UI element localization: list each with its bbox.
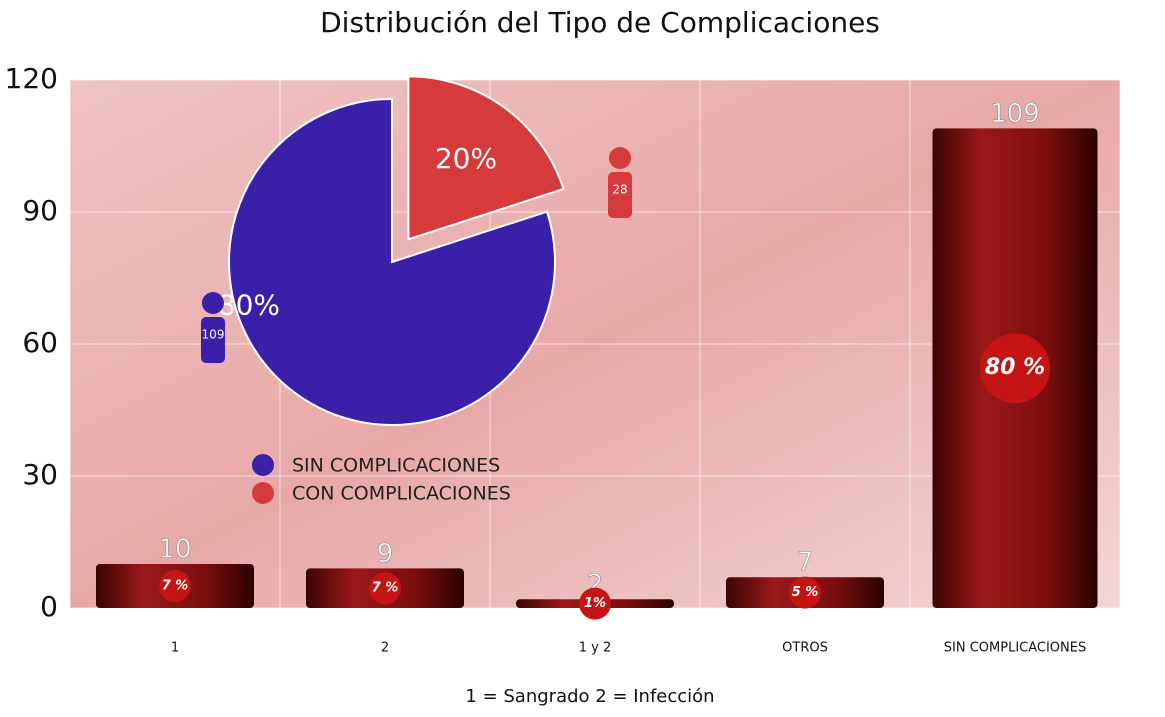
bar-value-label: 10 [158,535,191,565]
chart-title: Distribución del Tipo de Complicaciones [320,6,880,39]
person-count: 109 [202,328,225,342]
bar-value-label: 109 [990,99,1040,129]
legend-marker [252,482,274,504]
y-tick-label: 90 [22,194,58,227]
bar-value-label: 9 [377,539,394,569]
y-tick-label: 120 [5,62,58,95]
x-tick-label: OTROS [782,641,828,656]
legend-label: SIN COMPLICACIONES [292,455,500,477]
pie-value-label: 20% [435,142,497,175]
bar-value-label: 7 [797,548,814,578]
legend-marker [252,454,274,476]
x-tick-label: 1 [171,641,179,656]
pie-value-label: 80% [218,288,280,321]
footnote: 1 = Sangrado 2 = Infección [465,686,714,707]
person-count: 28 [612,183,627,197]
percent-label: 7 % [372,581,399,596]
person-head [202,292,224,314]
x-tick-label: 1 y 2 [579,641,612,656]
y-tick-label: 30 [22,458,58,491]
percent-label: 1% [584,596,606,611]
x-tick-label: SIN COMPLICACIONES [944,641,1086,656]
chart: Distribución del Tipo de Complicaciones … [0,0,1165,717]
legend-label: CON COMPLICACIONES [292,483,511,505]
y-tick-label: 0 [40,590,58,623]
person-head [609,147,631,169]
x-tick-label: 2 [381,641,389,656]
y-tick-label: 60 [22,326,58,359]
percent-label: 7 % [162,579,189,594]
percent-label: 80 % [985,355,1045,380]
percent-label: 5 % [792,585,819,600]
